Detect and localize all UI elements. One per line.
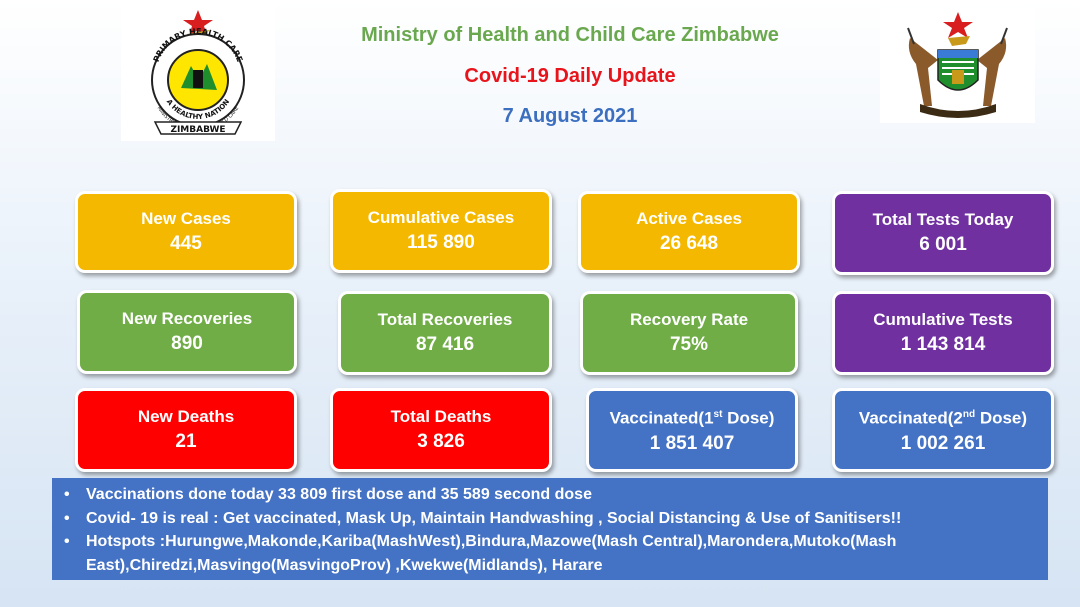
stat-card-total-tests-today: Total Tests Today 6 001 bbox=[832, 191, 1054, 275]
note-vaccinations-today: Vaccinations done today 33 809 first dos… bbox=[60, 483, 1034, 507]
stat-label: Vaccinated(2nd Dose) bbox=[858, 408, 1028, 428]
stat-card-active-cases: Active Cases 26 648 bbox=[578, 191, 800, 273]
primary-health-care-logo: PRIMARY HEALTH CARE A HEALTHY NATION MIN… bbox=[121, 0, 275, 141]
ministry-title: Ministry of Health and Child Care Zimbab… bbox=[361, 24, 779, 46]
stat-label: New Cases bbox=[141, 209, 231, 228]
stat-card-cumulative-tests: Cumulative Tests 1 143 814 bbox=[832, 291, 1054, 375]
primary-health-care-emblem-icon: PRIMARY HEALTH CARE A HEALTHY NATION MIN… bbox=[151, 10, 245, 135]
stat-card-vaccinated-second-dose: Vaccinated(2nd Dose) 1 002 261 bbox=[832, 388, 1054, 472]
stat-card-new-cases: New Cases 445 bbox=[75, 191, 297, 273]
stat-value: 26 648 bbox=[659, 233, 719, 254]
notes-list: Vaccinations done today 33 809 first dos… bbox=[60, 483, 1034, 577]
stat-card-vaccinated-first-dose: Vaccinated(1st Dose) 1 851 407 bbox=[586, 388, 798, 472]
stat-label: Active Cases bbox=[636, 209, 742, 228]
stat-label: Cumulative Tests bbox=[873, 310, 1013, 329]
stat-value: 445 bbox=[170, 233, 202, 254]
stat-label: New Deaths bbox=[137, 407, 235, 426]
stat-card-cumulative-cases: Cumulative Cases 115 890 bbox=[330, 189, 552, 273]
update-date: 7 August 2021 bbox=[502, 105, 638, 127]
note-hotspots: Hotspots :Hurungwe,Makonde,Kariba(MashWe… bbox=[60, 530, 1034, 577]
notes-panel: Vaccinations done today 33 809 first dos… bbox=[52, 478, 1048, 580]
stat-card-new-recoveries: New Recoveries 890 bbox=[77, 290, 297, 374]
stat-card-total-recoveries: Total Recoveries 87 416 bbox=[338, 291, 552, 375]
stat-value: 87 416 bbox=[415, 334, 475, 355]
stat-value: 1 002 261 bbox=[900, 432, 986, 454]
stat-label: Total Recoveries bbox=[377, 310, 513, 329]
stat-value: 75% bbox=[669, 334, 709, 355]
stat-value: 890 bbox=[171, 333, 203, 354]
stat-label: Vaccinated(1st Dose) bbox=[609, 408, 775, 428]
stat-value: 6 001 bbox=[919, 234, 967, 255]
stat-card-total-deaths: Total Deaths 3 826 bbox=[330, 388, 552, 472]
stat-label: Cumulative Cases bbox=[367, 208, 515, 227]
stat-label: New Recoveries bbox=[121, 309, 253, 328]
stat-value: 115 890 bbox=[407, 232, 475, 253]
stat-value: 3 826 bbox=[417, 431, 465, 452]
stat-value: 1 851 407 bbox=[649, 432, 735, 454]
stat-label: Total Tests Today bbox=[872, 210, 1014, 229]
stat-card-recovery-rate: Recovery Rate 75% bbox=[580, 291, 798, 375]
stat-value: 1 143 814 bbox=[900, 334, 986, 355]
logo-banner-text: ZIMBABWE bbox=[170, 125, 225, 135]
stat-label: Recovery Rate bbox=[629, 310, 749, 329]
note-covid-advice: Covid- 19 is real : Get vaccinated, Mask… bbox=[60, 507, 1034, 531]
stat-value: 21 bbox=[175, 431, 197, 452]
page-title: Covid-19 Daily Update bbox=[464, 65, 676, 87]
zimbabwe-coat-of-arms-logo bbox=[880, 8, 1035, 123]
zimbabwe-coat-of-arms-icon bbox=[907, 12, 1008, 118]
stat-label: Total Deaths bbox=[390, 407, 492, 426]
stat-card-new-deaths: New Deaths 21 bbox=[75, 388, 297, 472]
